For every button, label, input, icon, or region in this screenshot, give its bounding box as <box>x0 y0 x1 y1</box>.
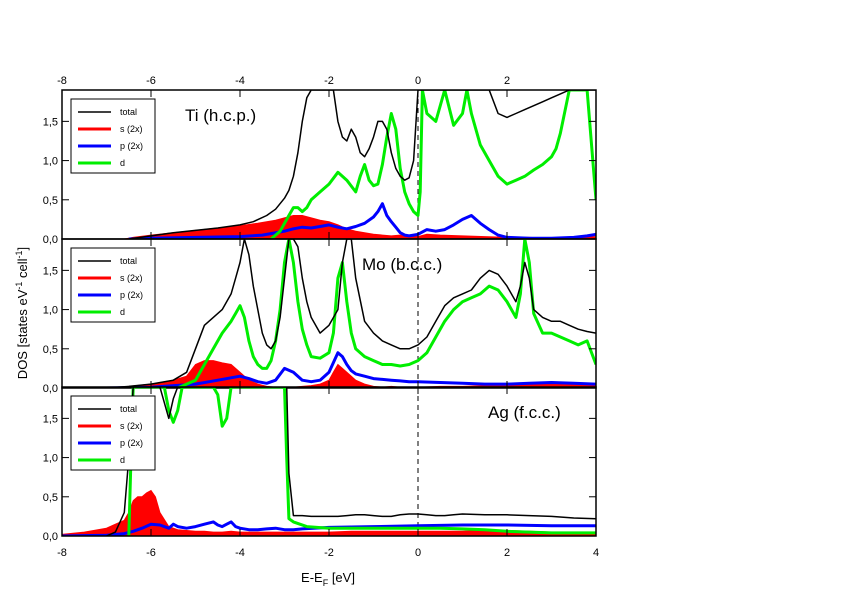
y-tick-label: 0,5 <box>43 492 58 504</box>
panel-1: 0,0 0,5 1,0 1,5 Ti (h.c.p.) total s (2x) p (2x)… <box>43 89 597 246</box>
legend: total s (2x) p (2x) d <box>70 98 156 174</box>
x-tick-label: -2 <box>324 547 334 559</box>
legend-label-s: s (2x) <box>120 421 143 431</box>
x-tick-label-top: 2 <box>504 75 510 87</box>
y-tick-label: 1,0 <box>43 453 58 465</box>
legend-label-p: p (2x) <box>120 438 143 448</box>
legend-label-p: p (2x) <box>120 290 143 300</box>
panel-3: 0,0 0,5 1,0 1,5 Ag (f.c.c.) total s (2x) p (2x)… <box>43 386 597 543</box>
legend-label-total: total <box>120 256 137 266</box>
x-tick-label: 4 <box>593 547 599 559</box>
series-p-line <box>106 351 596 388</box>
legend: total s (2x) p (2x) d <box>70 395 156 471</box>
series-total-line <box>128 90 596 239</box>
y-tick-label: 0,5 <box>43 344 58 356</box>
series-s-area <box>124 215 596 239</box>
legend-label-s: s (2x) <box>120 273 143 283</box>
y-tick-label: 0,0 <box>43 234 58 246</box>
panel-data-area <box>124 90 596 239</box>
x-tick-label: 2 <box>504 547 510 559</box>
legend-label-d: d <box>120 455 125 465</box>
y-axis-title: DOS [states eV-1 cell-1] <box>14 247 30 379</box>
x-axis-title: E-EF [eV] <box>301 570 355 588</box>
legend-label-p: p (2x) <box>120 141 143 151</box>
series-d-line <box>127 387 596 536</box>
x-tick-label: -8 <box>57 547 67 559</box>
panel-title: Mo (b.c.c.) <box>362 255 442 274</box>
y-tick-label: 0,5 <box>43 195 58 207</box>
series-p-line <box>128 202 596 239</box>
panel-title: Ti (h.c.p.) <box>185 106 256 125</box>
x-tick-label: -6 <box>146 547 156 559</box>
x-tick-label: 0 <box>415 547 421 559</box>
legend: total s (2x) p (2x) d <box>70 247 156 323</box>
series-d-line <box>270 90 596 239</box>
y-tick-label: 0,0 <box>43 531 58 543</box>
x-tick-label-top: -4 <box>235 75 245 87</box>
x-tick-label: -4 <box>235 547 245 559</box>
y-tick-label: 1,5 <box>43 413 58 425</box>
y-tick-label: 1,5 <box>43 265 58 277</box>
legend-label-total: total <box>120 107 137 117</box>
y-tick-label: 1,0 <box>43 156 58 168</box>
legend-label-d: d <box>120 307 125 317</box>
y-tick-label: 0,0 <box>43 383 58 395</box>
panel-data-area <box>106 239 596 388</box>
y-tick-label: 1,5 <box>43 116 58 128</box>
panel-data-area <box>62 387 596 536</box>
x-tick-label-top: 0 <box>415 75 421 87</box>
y-tick-label: 1,0 <box>43 305 58 317</box>
panel-2: 0,0 0,5 1,0 1,5 Mo (b.c.c.) total s (2x) p (2x)… <box>43 238 597 395</box>
legend-label-total: total <box>120 404 137 414</box>
x-tick-label-top: -2 <box>324 75 334 87</box>
series-d-line <box>177 239 596 388</box>
series-total-line <box>106 239 596 388</box>
panel-title: Ag (f.c.c.) <box>488 403 561 422</box>
x-tick-label-top: -8 <box>57 75 67 87</box>
legend-label-d: d <box>120 158 125 168</box>
x-tick-label-top: -6 <box>146 75 156 87</box>
legend-label-s: s (2x) <box>120 124 143 134</box>
series-total-line <box>106 387 596 536</box>
